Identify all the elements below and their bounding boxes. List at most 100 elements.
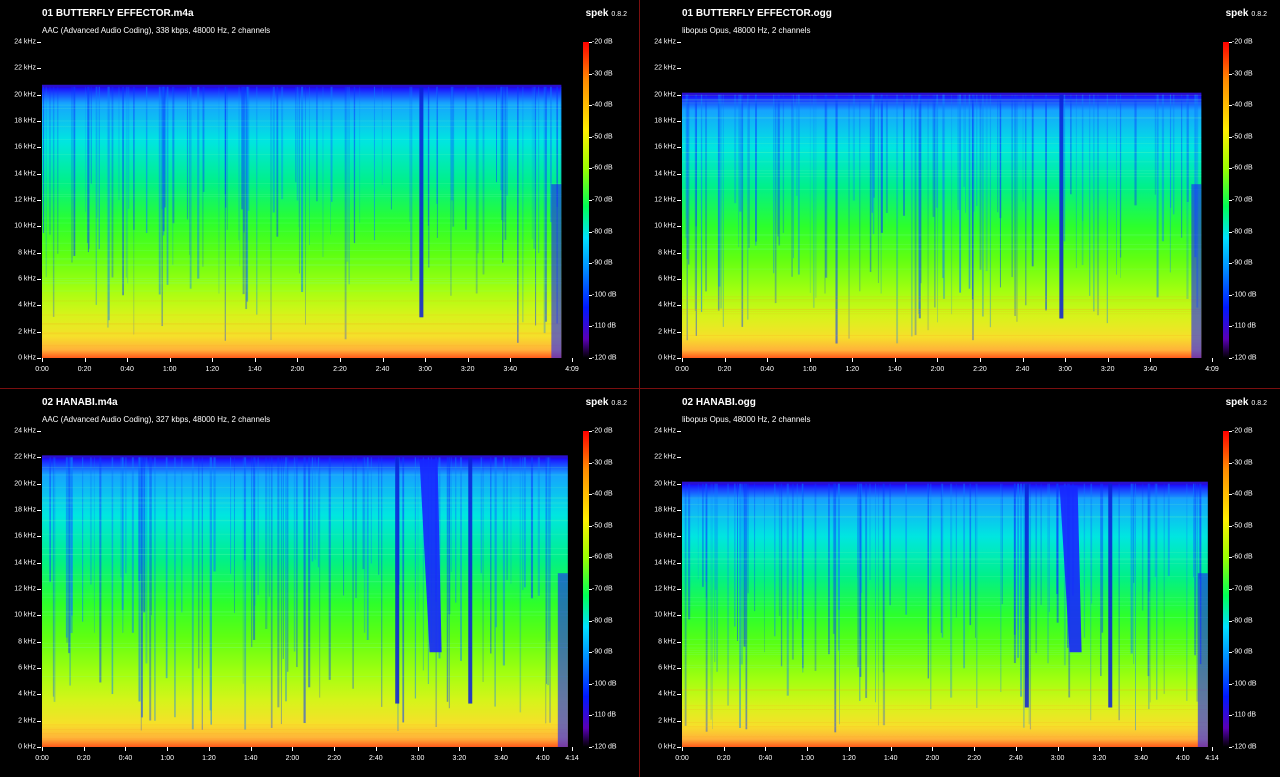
db-tick xyxy=(589,263,592,265)
time-tick xyxy=(292,747,294,751)
frequency-tick xyxy=(677,358,681,359)
frequency-tick xyxy=(37,121,41,122)
frequency-tick-label: 10 kHz xyxy=(654,611,676,619)
time-tick-label: 3:40 xyxy=(494,755,508,762)
db-tick-label: -70 dB xyxy=(592,585,613,593)
db-tick xyxy=(1229,462,1232,464)
frequency-tick-label: 0 kHz xyxy=(18,354,36,362)
frequency-tick xyxy=(677,510,681,511)
frequency-tick xyxy=(37,68,41,70)
time-tick xyxy=(42,358,43,362)
frequency-tick-label: 12 kHz xyxy=(654,196,676,204)
frequency-tick-label: 8 kHz xyxy=(658,249,676,257)
time-tick xyxy=(542,747,544,751)
time-tick-label: 1:40 xyxy=(243,755,258,762)
brand-version: 0.8.2 xyxy=(611,11,627,18)
brand-name: spek xyxy=(585,8,609,19)
time-tick-label: 3:40 xyxy=(1134,755,1148,762)
frequency-tick-label: 24 kHz xyxy=(14,38,36,46)
frequency-tick-label: 6 kHz xyxy=(658,275,676,283)
time-tick-label: 4:00 xyxy=(1175,755,1190,762)
db-tick-label: -30 dB xyxy=(592,459,613,467)
time-tick xyxy=(382,358,384,362)
time-tick-label: 1:00 xyxy=(162,366,177,373)
db-tick xyxy=(1229,683,1232,685)
spectrogram-plot xyxy=(682,431,1212,747)
horizontal-divider xyxy=(0,388,1280,389)
db-tick xyxy=(1229,200,1232,201)
db-tick xyxy=(1229,431,1232,432)
time-tick xyxy=(169,358,171,362)
frequency-tick xyxy=(37,589,41,590)
spek-brand: spek 0.8.2 xyxy=(586,397,627,408)
frequency-tick-label: 0 kHz xyxy=(658,743,676,751)
time-tick xyxy=(852,358,854,362)
db-tick xyxy=(1229,73,1232,75)
db-tick xyxy=(1229,42,1232,43)
time-tick-label: 2:40 xyxy=(1009,755,1023,762)
db-tick xyxy=(1229,263,1232,265)
db-tick-label: -80 dB xyxy=(592,617,613,625)
db-tick xyxy=(1229,715,1232,717)
spectrogram-plot xyxy=(42,431,572,747)
frequency-tick xyxy=(677,589,681,590)
time-tick-label: 1:00 xyxy=(802,366,817,373)
frequency-tick xyxy=(37,747,41,748)
time-tick xyxy=(765,747,767,751)
db-tick-label: -80 dB xyxy=(1232,228,1253,236)
cutoff-line xyxy=(682,92,1202,96)
time-tick-label: 2:40 xyxy=(1015,366,1030,373)
db-tick xyxy=(589,683,592,685)
time-tick-label: 3:40 xyxy=(1143,366,1158,373)
time-tick xyxy=(1150,358,1152,362)
frequency-tick xyxy=(37,641,41,643)
quiet-dip xyxy=(395,457,400,704)
time-tick xyxy=(127,358,129,362)
time-tick xyxy=(1212,747,1213,751)
frequency-tick xyxy=(37,173,41,175)
frequency-tick-label: 2 kHz xyxy=(658,717,676,725)
time-tick xyxy=(297,358,299,362)
db-tick-label: -100 dB xyxy=(1232,680,1257,688)
db-tick-label: -50 dB xyxy=(592,133,613,141)
db-tick xyxy=(589,652,592,654)
db-tick-label: -40 dB xyxy=(1232,101,1253,109)
time-tick xyxy=(334,747,336,751)
db-tick-label: -20 dB xyxy=(1232,427,1253,435)
time-tick-label: 0:40 xyxy=(760,366,774,373)
time-tick xyxy=(417,747,419,751)
spectrogram-plot xyxy=(42,42,572,358)
time-tick xyxy=(510,358,512,362)
cutoff-line xyxy=(42,84,562,88)
db-tick xyxy=(1229,136,1232,138)
db-tick xyxy=(589,42,592,43)
time-tick xyxy=(682,358,683,362)
frequency-tick-label: 0 kHz xyxy=(18,743,36,751)
frequency-tick-label: 16 kHz xyxy=(14,532,36,540)
time-tick-label: 0:20 xyxy=(716,755,731,762)
frequency-tick xyxy=(677,68,681,70)
quiet-dip xyxy=(468,457,473,704)
time-tick-label: 0:40 xyxy=(120,366,134,373)
time-tick-label: 0:40 xyxy=(758,755,773,762)
frequency-tick xyxy=(37,200,41,201)
frequency-tick-label: 8 kHz xyxy=(18,249,36,257)
time-tick-label: 3:00 xyxy=(1050,755,1065,762)
frequency-tick xyxy=(37,457,41,459)
db-tick-label: -110 dB xyxy=(592,711,616,719)
db-tick xyxy=(1229,494,1232,496)
time-tick xyxy=(1022,358,1024,362)
db-tick xyxy=(589,136,592,138)
frequency-tick-label: 22 kHz xyxy=(14,453,36,461)
time-tick-label: 0:20 xyxy=(717,366,732,373)
frequency-tick xyxy=(677,331,681,333)
db-tick xyxy=(1229,326,1232,328)
db-tick xyxy=(589,168,592,170)
frequency-tick-label: 2 kHz xyxy=(18,328,36,336)
frequency-tick-label: 14 kHz xyxy=(14,559,36,567)
time-tick-label: 0:00 xyxy=(35,755,49,762)
db-tick xyxy=(1229,557,1232,559)
quiet-dip xyxy=(1108,483,1113,708)
frequency-tick xyxy=(677,94,681,96)
frequency-tick-label: 0 kHz xyxy=(658,354,676,362)
